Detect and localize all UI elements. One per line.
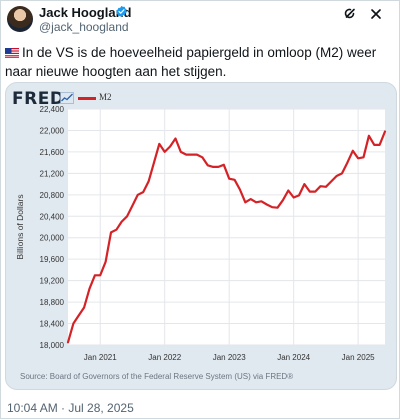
y-tick-label: 18,000	[40, 341, 65, 350]
y-axis-label: Billions of Dollars	[15, 194, 25, 259]
author-name[interactable]: Jack Hoogland	[39, 5, 132, 20]
fred-spark-icon	[60, 92, 74, 104]
y-tick-label: 18,800	[40, 298, 65, 307]
tweet-text-block: In de VS is de hoeveelheid papiergeld in…	[5, 43, 393, 81]
close-icon[interactable]	[369, 7, 383, 21]
y-tick-label: 20,400	[40, 212, 65, 221]
grok-icon[interactable]	[343, 7, 357, 21]
x-tick-label: Jan 2023	[213, 353, 246, 362]
y-tick-label: 22,000	[40, 126, 65, 135]
y-tick-label: 21,600	[40, 148, 65, 157]
y-tick-label: 21,200	[40, 169, 65, 178]
y-tick-label: 20,000	[40, 234, 65, 243]
author-avatar[interactable]	[7, 6, 33, 32]
chart-source: Source: Board of Governors of the Federa…	[20, 372, 294, 381]
fred-chart-card[interactable]: FRED M2 18,000 18,400 18,800 19,200 19,600 20…	[5, 82, 397, 390]
y-tick-label: 22,400	[40, 105, 65, 114]
author-handle[interactable]: @jack_hoogland	[39, 20, 129, 34]
plot-area	[68, 109, 385, 345]
us-flag-icon	[5, 48, 19, 58]
header-actions	[343, 7, 383, 21]
fred-logo: FRED	[12, 89, 65, 109]
verified-badge-icon	[116, 5, 127, 18]
y-tick-label: 19,200	[40, 277, 65, 286]
x-tick-label: Jan 2022	[148, 353, 181, 362]
series-line-m2	[66, 130, 387, 344]
tweet-timestamp[interactable]: 10:04 AM · Jul 28, 2025	[7, 401, 134, 415]
x-tick-label: Jan 2021	[84, 353, 117, 362]
y-tick-label: 18,400	[40, 320, 65, 329]
tweet-text: In de VS is de hoeveelheid papiergeld in…	[5, 45, 377, 79]
y-tick-label: 19,600	[40, 255, 65, 264]
x-tick-label: Jan 2024	[277, 353, 310, 362]
x-tick-label: Jan 2025	[342, 353, 375, 362]
legend-swatch	[78, 97, 96, 100]
m2-line-chart: 18,000 18,400 18,800 19,200 19,600 20,000 20,4…	[15, 105, 387, 362]
legend-label: M2	[99, 92, 112, 102]
y-tick-label: 20,800	[40, 191, 65, 200]
